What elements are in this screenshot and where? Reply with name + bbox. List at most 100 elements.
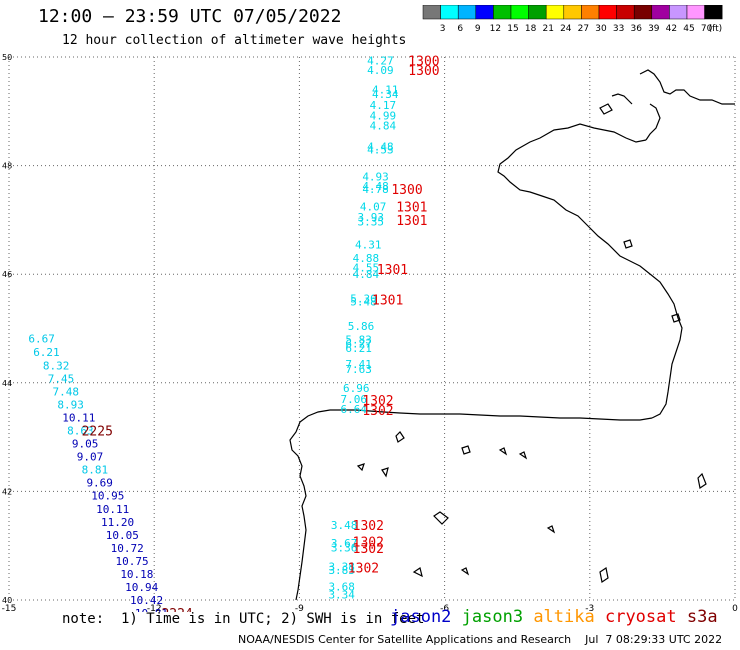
swh-label: 4.48	[367, 141, 394, 154]
credit-line: NOAA/NESDIS Center for Satellite Applica…	[238, 633, 723, 646]
legend-tick-label: 21	[542, 24, 553, 34]
lon-tick-label: -9	[295, 604, 304, 612]
swh-label: 8.93	[57, 399, 84, 412]
lat-tick-label: 46	[2, 270, 12, 279]
legend-tick-label: 15	[507, 24, 518, 34]
lon-tick-label: 0	[732, 604, 738, 612]
swh-label: 4.78	[362, 183, 389, 196]
swh-label: 7.06	[341, 393, 368, 406]
units-note: note: 1) Time is in UTC; 2) SWH is in fe…	[62, 611, 425, 627]
swh-label: 9.05	[72, 438, 99, 451]
swh-label: 7.45	[48, 372, 75, 385]
legend-tick-label: 39	[648, 24, 660, 34]
swh-label: 10.42	[130, 594, 163, 607]
legend-tick-label: 12	[490, 24, 501, 34]
swh-label: 8.32	[43, 359, 70, 372]
swh-label: 3.34	[328, 589, 355, 602]
satellite-cryosat: cryosat	[604, 607, 687, 627]
swh-label: 4.31	[355, 238, 382, 251]
lon-tick-label: -6	[440, 604, 449, 612]
swh-label: 4.17	[370, 99, 397, 112]
lon-tick-label: -15	[2, 604, 17, 612]
satellite-jason3: jason3	[461, 607, 534, 627]
swh-label: 11.20	[101, 516, 134, 529]
chart-title: 12:00 — 23:59 UTC 07/05/2022	[38, 6, 342, 27]
swh-label: 6.67	[28, 332, 55, 345]
swh-label: 5.48	[350, 295, 377, 308]
swh-label: 5.30	[350, 293, 377, 306]
satellite-key: jason2 jason3 altika cryosat s3a	[390, 607, 718, 627]
legend-tick-label: 3	[440, 24, 446, 34]
legend-tick-label: 70	[701, 24, 713, 34]
time-label: 2225	[82, 425, 113, 440]
swh-label: 10.81	[135, 607, 168, 612]
time-label: 2224	[161, 607, 192, 612]
swh-label: 4.93	[362, 170, 389, 183]
pass-time-labels: 1300130013001301130113011301130213021302…	[82, 54, 440, 612]
time-label: 1302	[353, 542, 384, 557]
chart-subtitle: 12 hour collection of altimeter wave hei…	[62, 33, 407, 48]
time-label: 1302	[362, 394, 393, 409]
lat-tick-label: 48	[2, 162, 12, 171]
swh-label: 10.05	[106, 529, 139, 542]
lat-tick-label: 42	[2, 487, 12, 496]
swh-label: 5.83	[345, 333, 372, 346]
swh-label: 4.53	[367, 143, 394, 156]
legend-tick-label: 9	[475, 24, 481, 34]
lat-lon-grid	[8, 56, 736, 601]
time-label: 1302	[353, 519, 384, 534]
swh-label: 6.21	[33, 346, 60, 359]
swh-label: 4.84	[353, 268, 380, 281]
legend-tick-label: 6	[457, 24, 463, 34]
legend-tick-label: 18	[525, 24, 537, 34]
swh-label: 3.36	[331, 541, 358, 554]
swh-label: 10.11	[62, 412, 95, 425]
swh-label: 4.34	[372, 88, 399, 101]
satellite-jason2: jason2	[390, 607, 462, 627]
swh-label: 10.94	[125, 581, 158, 594]
swh-label: 4.07	[360, 200, 387, 213]
time-label: 1302	[362, 404, 393, 419]
swh-label: 3.67	[331, 537, 358, 550]
swh-label: 10.95	[91, 490, 124, 503]
legend-tick-label: 27	[578, 24, 589, 34]
coastline	[289, 69, 735, 601]
swh-label: 4.09	[367, 64, 394, 77]
swh-label: 4.27	[367, 54, 394, 67]
axis-tick-labels: -15 -12 -9 -6 -3 0 50 48 46 44 42 40	[2, 53, 738, 612]
lat-tick-label: 40	[2, 596, 12, 605]
satellite-altika: altika	[533, 607, 605, 627]
time-label: 1300	[408, 64, 439, 79]
legend-tick-label: 24	[560, 24, 572, 34]
swh-label: 10.72	[111, 542, 144, 555]
color-scale-legend: 3 6 9 12 15 18 21 24 27 30 33 36 39 42 45 70(ft)	[422, 5, 723, 34]
time-label: 1301	[396, 200, 427, 215]
swh-label: 5.86	[348, 320, 375, 333]
swh-label: 4.88	[353, 252, 380, 265]
swh-label: 7.41	[345, 358, 372, 371]
time-label: 1301	[372, 294, 403, 309]
swh-label: 3.83	[328, 564, 355, 577]
swh-label: 6.64	[341, 403, 368, 416]
swh-label: 4.48	[362, 180, 389, 193]
legend-tick-label: 30	[595, 24, 607, 34]
swh-label: 6.27	[345, 338, 372, 351]
lat-tick-label: 44	[2, 379, 12, 388]
legend-tick-label: (ft)	[709, 24, 723, 34]
legend-tick-label: 33	[613, 24, 624, 34]
legend-tick-label: 42	[666, 24, 677, 34]
lon-tick-label: -3	[585, 604, 594, 612]
swh-label: 7.48	[53, 385, 79, 398]
swh-label: 3.48	[331, 519, 358, 532]
swh-label: 10.11	[96, 503, 129, 516]
time-label: 1302	[348, 561, 379, 576]
swh-label: 10.75	[115, 555, 148, 568]
wave-height-labels: 4.274.094.114.344.174.994.844.484.534.93…	[28, 54, 399, 612]
lat-tick-label: 50	[2, 53, 12, 62]
swh-label: 9.69	[86, 477, 113, 490]
legend-swatch	[704, 5, 723, 20]
swh-label: 8.63	[67, 425, 94, 438]
swh-label: 3.93	[357, 211, 384, 224]
time-label: 1300	[391, 183, 422, 198]
